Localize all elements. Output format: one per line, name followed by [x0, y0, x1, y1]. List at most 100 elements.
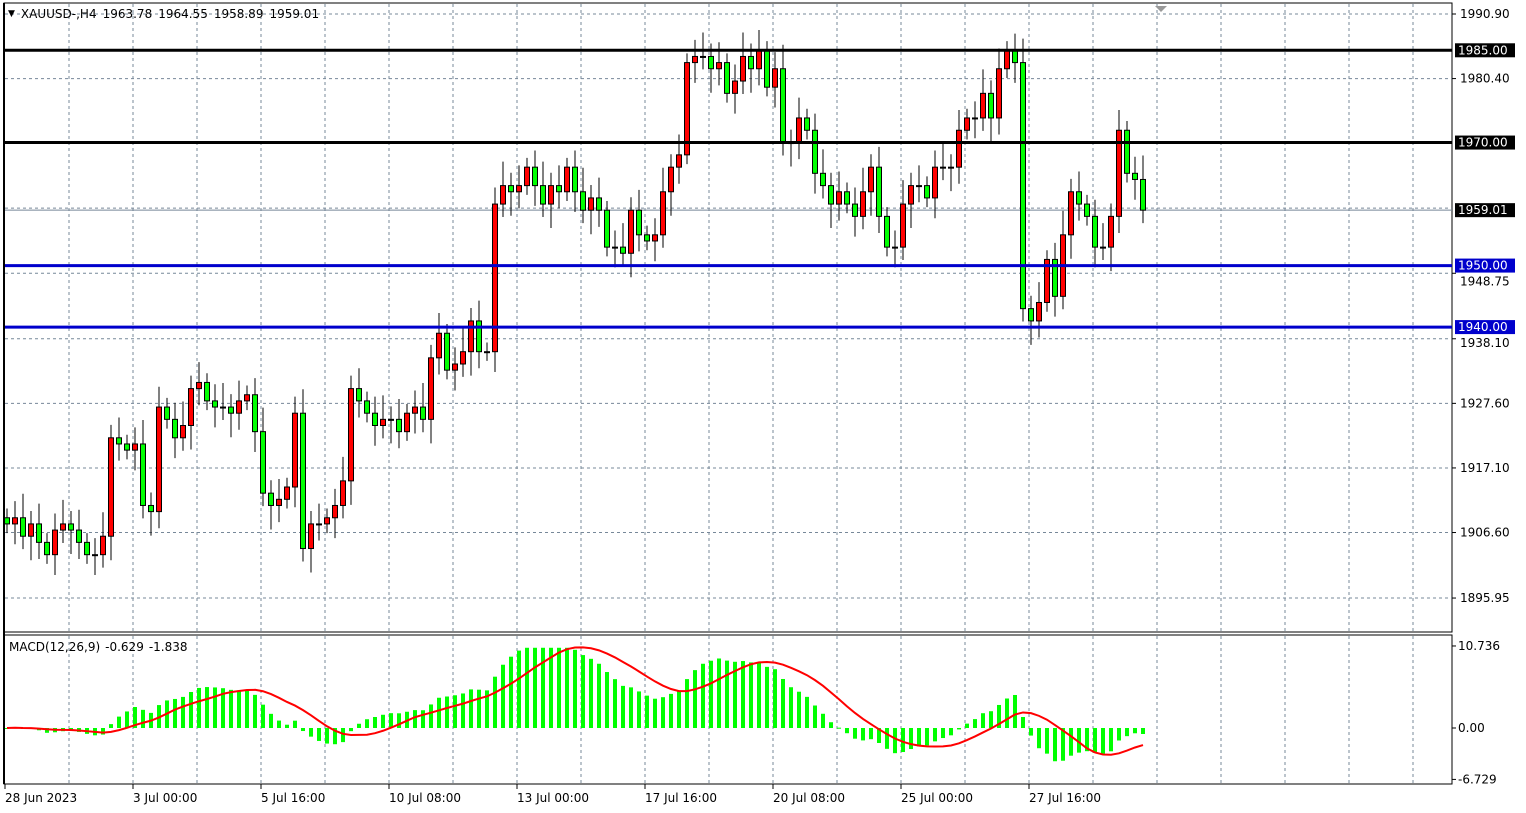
candle[interactable]	[212, 384, 218, 428]
candle[interactable]	[196, 362, 202, 406]
candle[interactable]	[1132, 156, 1138, 200]
candle[interactable]	[1108, 203, 1114, 272]
candle[interactable]	[1028, 295, 1034, 345]
candle[interactable]	[820, 149, 826, 199]
candle[interactable]	[492, 187, 498, 372]
candle[interactable]	[964, 108, 970, 140]
candle[interactable]	[1068, 178, 1074, 259]
candle[interactable]	[532, 150, 538, 206]
candle[interactable]	[140, 419, 146, 519]
candle[interactable]	[844, 182, 850, 214]
candle[interactable]	[724, 53, 730, 103]
candle[interactable]	[220, 383, 226, 420]
candle[interactable]	[404, 403, 410, 441]
candle[interactable]	[740, 32, 746, 94]
candle[interactable]	[268, 480, 274, 530]
candle[interactable]	[612, 230, 618, 268]
candle[interactable]	[372, 396, 378, 446]
candle[interactable]	[316, 503, 322, 541]
candle[interactable]	[300, 389, 306, 562]
collapse-triangle-icon[interactable]: ▼	[8, 9, 15, 19]
candle[interactable]	[692, 39, 698, 83]
candle[interactable]	[36, 503, 42, 559]
candle[interactable]	[932, 150, 938, 219]
candle[interactable]	[556, 165, 562, 209]
candle[interactable]	[796, 97, 802, 160]
candle[interactable]	[60, 499, 66, 543]
candle[interactable]	[188, 375, 194, 450]
candle[interactable]	[548, 172, 554, 229]
candle[interactable]	[180, 401, 186, 451]
candle[interactable]	[1116, 109, 1122, 233]
candle[interactable]	[604, 200, 610, 257]
candle[interactable]	[908, 172, 914, 229]
candle[interactable]	[668, 154, 674, 216]
candle[interactable]	[884, 207, 890, 257]
candle[interactable]	[580, 167, 586, 224]
candle[interactable]	[508, 172, 514, 216]
candle[interactable]	[868, 154, 874, 216]
candle[interactable]	[1140, 155, 1146, 224]
candle[interactable]	[428, 344, 434, 444]
candle[interactable]	[948, 154, 954, 192]
candle[interactable]	[308, 511, 314, 573]
candle[interactable]	[92, 538, 98, 575]
candle[interactable]	[52, 513, 58, 575]
candle[interactable]	[340, 456, 346, 519]
candle[interactable]	[524, 157, 530, 195]
candle[interactable]	[380, 395, 386, 439]
candle[interactable]	[332, 488, 338, 539]
candle[interactable]	[940, 143, 946, 181]
candle[interactable]	[924, 176, 930, 208]
candle[interactable]	[644, 225, 650, 251]
candle[interactable]	[420, 383, 426, 433]
candle[interactable]	[1012, 33, 1018, 83]
candle[interactable]	[292, 396, 298, 508]
candle[interactable]	[12, 501, 18, 545]
candle[interactable]	[636, 189, 642, 252]
candle[interactable]	[84, 533, 90, 564]
candle[interactable]	[596, 177, 602, 227]
candle[interactable]	[388, 406, 394, 444]
candle[interactable]	[1124, 121, 1130, 183]
candle[interactable]	[164, 397, 170, 429]
candle[interactable]	[436, 312, 442, 375]
candle[interactable]	[916, 165, 922, 203]
candle[interactable]	[900, 180, 906, 261]
candle[interactable]	[172, 402, 178, 459]
candle[interactable]	[780, 44, 786, 156]
candle[interactable]	[996, 48, 1002, 135]
candle[interactable]	[100, 512, 106, 568]
candle[interactable]	[132, 427, 138, 471]
candle[interactable]	[564, 157, 570, 201]
candle[interactable]	[804, 108, 810, 140]
candle[interactable]	[1076, 171, 1082, 221]
candle[interactable]	[772, 52, 778, 108]
candle[interactable]	[444, 324, 450, 380]
candle[interactable]	[260, 407, 266, 507]
candle[interactable]	[588, 184, 594, 235]
candle[interactable]	[972, 101, 978, 139]
candle[interactable]	[476, 300, 482, 369]
candle[interactable]	[516, 165, 522, 209]
candle[interactable]	[1036, 282, 1042, 338]
candle[interactable]	[980, 69, 986, 131]
candle[interactable]	[756, 29, 762, 86]
candle[interactable]	[1100, 223, 1106, 261]
candle[interactable]	[364, 391, 370, 423]
candle[interactable]	[620, 223, 626, 267]
candle[interactable]	[828, 172, 834, 229]
candle[interactable]	[812, 113, 818, 194]
candle[interactable]	[660, 167, 666, 248]
candle[interactable]	[788, 129, 794, 167]
candle[interactable]	[20, 493, 26, 550]
candle[interactable]	[156, 386, 162, 529]
candle[interactable]	[876, 146, 882, 233]
candle[interactable]	[956, 109, 962, 184]
candle[interactable]	[1044, 250, 1050, 312]
chart-shift-marker-icon[interactable]	[1155, 6, 1167, 12]
candle[interactable]	[1004, 41, 1010, 78]
candle[interactable]	[148, 492, 154, 536]
candle[interactable]	[356, 368, 362, 418]
